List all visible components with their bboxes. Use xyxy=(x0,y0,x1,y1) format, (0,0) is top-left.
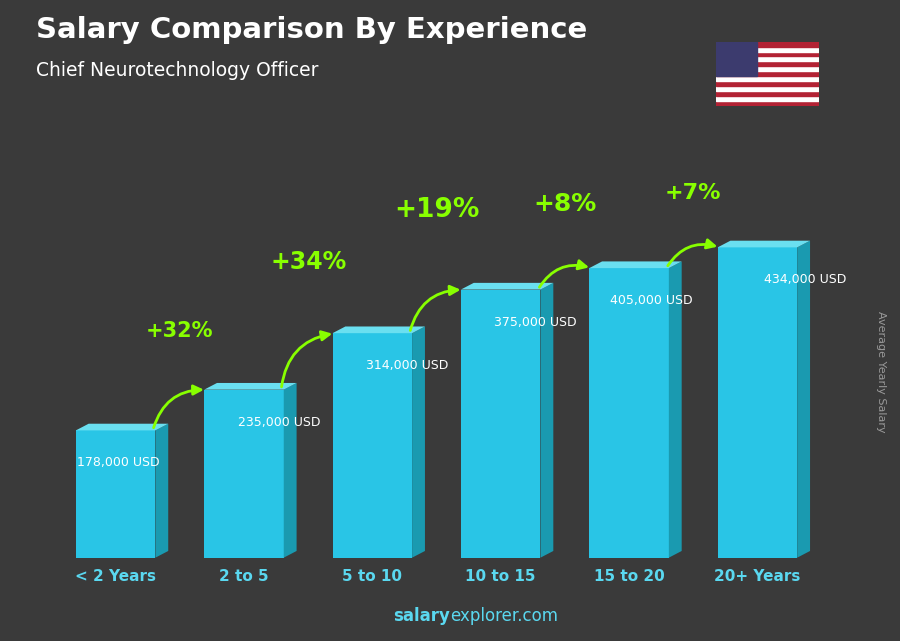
Text: +8%: +8% xyxy=(533,192,597,216)
Bar xyxy=(716,96,819,101)
Polygon shape xyxy=(541,283,554,558)
Bar xyxy=(716,81,819,86)
Text: 314,000 USD: 314,000 USD xyxy=(366,359,448,372)
Text: 235,000 USD: 235,000 USD xyxy=(238,415,320,429)
Text: Chief Neurotechnology Officer: Chief Neurotechnology Officer xyxy=(36,61,319,80)
Polygon shape xyxy=(204,383,297,390)
Bar xyxy=(716,42,819,47)
Text: 434,000 USD: 434,000 USD xyxy=(764,274,846,287)
Polygon shape xyxy=(332,326,425,333)
Text: salary: salary xyxy=(393,607,450,625)
Bar xyxy=(716,86,819,91)
Bar xyxy=(716,66,819,71)
Bar xyxy=(716,71,819,76)
Polygon shape xyxy=(797,240,810,558)
Text: +19%: +19% xyxy=(394,197,479,222)
Bar xyxy=(716,62,819,66)
Bar xyxy=(590,268,669,558)
Text: 375,000 USD: 375,000 USD xyxy=(494,315,577,329)
Polygon shape xyxy=(717,240,810,247)
Text: Salary Comparison By Experience: Salary Comparison By Experience xyxy=(36,16,587,44)
Text: Average Yearly Salary: Average Yearly Salary xyxy=(877,311,886,433)
Bar xyxy=(716,76,819,81)
Bar xyxy=(204,390,284,558)
Bar xyxy=(76,430,156,558)
Polygon shape xyxy=(284,383,297,558)
Bar xyxy=(716,101,819,106)
Polygon shape xyxy=(461,283,554,290)
Polygon shape xyxy=(590,262,681,268)
Bar xyxy=(717,247,797,558)
Text: +7%: +7% xyxy=(665,183,722,203)
Polygon shape xyxy=(412,326,425,558)
Bar xyxy=(716,42,757,76)
Text: +34%: +34% xyxy=(270,250,346,274)
Text: +32%: +32% xyxy=(146,321,213,341)
Bar xyxy=(461,290,541,558)
Bar xyxy=(332,333,412,558)
Polygon shape xyxy=(76,424,168,430)
Text: explorer.com: explorer.com xyxy=(450,607,558,625)
Text: 405,000 USD: 405,000 USD xyxy=(610,294,692,307)
Bar xyxy=(716,91,819,96)
Polygon shape xyxy=(156,424,168,558)
Text: 178,000 USD: 178,000 USD xyxy=(77,456,159,469)
Bar xyxy=(716,47,819,51)
Polygon shape xyxy=(669,262,681,558)
Bar xyxy=(716,56,819,62)
Bar xyxy=(716,51,819,56)
